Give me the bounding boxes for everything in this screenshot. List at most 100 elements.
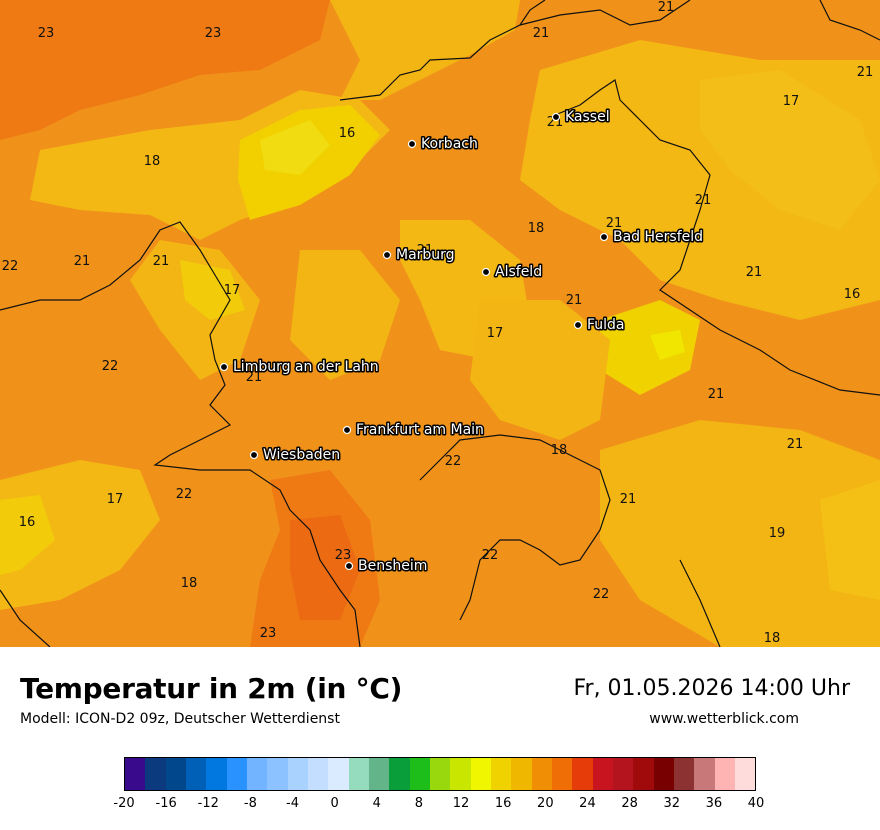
color-scale-tick: 24 xyxy=(579,796,596,811)
temperature-label: 23 xyxy=(205,26,222,41)
color-scale-tick: 16 xyxy=(494,796,512,811)
city-marker-alsfeld: Alsfeld xyxy=(481,263,544,282)
city-marker-frankfurt: Frankfurt am Main xyxy=(342,421,485,440)
temperature-label: 21 xyxy=(857,65,874,80)
color-scale-swatch xyxy=(470,758,491,790)
color-scale-tick: -20 xyxy=(113,796,135,811)
city-label: Kassel xyxy=(565,109,610,125)
color-scale-swatch xyxy=(206,758,227,790)
temperature-label: 22 xyxy=(593,587,610,602)
color-scale-swatch xyxy=(226,758,247,790)
color-scale-swatch xyxy=(287,758,308,790)
temperature-label: 16 xyxy=(844,287,861,302)
city-label: Alsfeld xyxy=(495,264,542,280)
temperature-label: 18 xyxy=(181,576,198,591)
color-scale-tick: 40 xyxy=(747,796,765,811)
city-label: Korbach xyxy=(421,136,478,152)
temperature-label: 16 xyxy=(19,515,36,530)
forecast-datetime: Fr, 01.05.2026 14:00 Uhr xyxy=(573,676,850,701)
color-scale-swatch xyxy=(572,758,593,790)
color-scale-swatch xyxy=(592,758,613,790)
temperature-label: 17 xyxy=(107,492,124,507)
color-scale-swatch xyxy=(389,758,410,790)
temperature-label: 16 xyxy=(339,126,356,141)
city-marker-korbach: Korbach xyxy=(407,135,479,154)
temperature-label: 21 xyxy=(566,293,583,308)
color-scale-labels: -20 -16 -12 -8 -4 0 4 8 12 16 20 24 28 32 36 40 xyxy=(0,796,880,814)
color-scale-swatch xyxy=(714,758,735,790)
color-scale-tick: -8 xyxy=(243,796,257,811)
color-scale-swatch xyxy=(531,758,552,790)
color-scale-swatch xyxy=(694,758,715,790)
temperature-label: 22 xyxy=(445,454,462,469)
temperature-label: 22 xyxy=(2,259,19,274)
color-scale-swatch xyxy=(328,758,349,790)
city-dot xyxy=(382,250,392,260)
temperature-label: 23 xyxy=(335,548,352,563)
temperature-label: 23 xyxy=(38,26,55,41)
temperature-label: 21 xyxy=(246,370,263,385)
color-scale-swatch xyxy=(368,758,390,790)
temperature-label: 17 xyxy=(487,326,504,341)
city-label: Bad Hersfeld xyxy=(613,229,703,245)
city-dot xyxy=(573,320,583,330)
temperature-label: 21 xyxy=(533,26,550,41)
color-scale-swatch xyxy=(348,758,369,790)
temperature-map: 23 23 21 21 21 17 16 21 18 22 21 21 17 21 18 21 21 16 22 21… xyxy=(0,0,880,647)
color-scale-swatch xyxy=(307,758,329,790)
city-marker-limburg: Limburg an der Lahn xyxy=(219,358,380,377)
map-title: Temperatur in 2m (in °C) xyxy=(20,672,403,705)
city-dot xyxy=(551,112,561,122)
color-scale-tick: -16 xyxy=(155,796,177,811)
color-scale-tick: 36 xyxy=(705,796,723,811)
temperature-label: 19 xyxy=(769,526,786,541)
temperature-label: 18 xyxy=(528,221,545,236)
color-scale-tick: -12 xyxy=(197,796,219,811)
city-dot xyxy=(481,267,491,277)
color-scale-swatch xyxy=(511,758,532,790)
color-scale-swatch xyxy=(734,758,756,790)
city-dot xyxy=(407,139,417,149)
color-scale-swatch xyxy=(551,758,573,790)
color-scale-swatch xyxy=(267,758,288,790)
color-scale-tick: 32 xyxy=(663,796,680,811)
color-scale-swatch xyxy=(450,758,471,790)
color-scale-tick: 8 xyxy=(414,796,424,811)
city-label: Wiesbaden xyxy=(263,447,340,463)
city-label: Frankfurt am Main xyxy=(356,422,484,438)
color-scale xyxy=(124,757,756,791)
city-label: Fulda xyxy=(587,317,625,333)
color-scale-tick: 4 xyxy=(372,796,381,811)
color-scale-swatch xyxy=(125,758,146,790)
temperature-label: 18 xyxy=(764,631,781,646)
temperature-label: 21 xyxy=(417,243,434,258)
temperature-label: 21 xyxy=(658,0,675,15)
city-label: Bensheim xyxy=(358,558,427,574)
city-dot xyxy=(344,561,354,571)
temperature-label: 17 xyxy=(783,94,800,109)
color-scale-tick: 20 xyxy=(537,796,554,811)
model-source: Modell: ICON-D2 09z, Deutscher Wetterdie… xyxy=(20,711,340,727)
temperature-label: 21 xyxy=(153,254,170,269)
temperature-label: 21 xyxy=(620,492,637,507)
temperature-label: 22 xyxy=(482,548,499,563)
city-marker-bad-hersfeld: Bad Hersfeld xyxy=(599,228,705,247)
temperature-label: 21 xyxy=(606,216,623,231)
temperature-label: 21 xyxy=(787,437,804,452)
color-scale-swatch xyxy=(429,758,451,790)
website-link[interactable]: www.wetterblick.com xyxy=(649,711,799,727)
city-marker-fulda: Fulda xyxy=(573,316,626,335)
city-marker-wiesbaden: Wiesbaden xyxy=(249,446,342,465)
color-scale-swatch xyxy=(673,758,695,790)
color-scale-swatch xyxy=(490,758,512,790)
temperature-label: 17 xyxy=(224,283,241,298)
color-scale-swatch xyxy=(612,758,634,790)
temperature-label: 21 xyxy=(746,265,763,280)
city-dot xyxy=(342,425,352,435)
color-scale-tick: 28 xyxy=(621,796,638,811)
temperature-label: 21 xyxy=(695,193,712,208)
city-marker-marburg: Marburg xyxy=(382,246,456,265)
city-dot xyxy=(219,362,229,372)
color-scale-tick: 0 xyxy=(330,796,339,811)
temperature-label: 18 xyxy=(144,154,161,169)
